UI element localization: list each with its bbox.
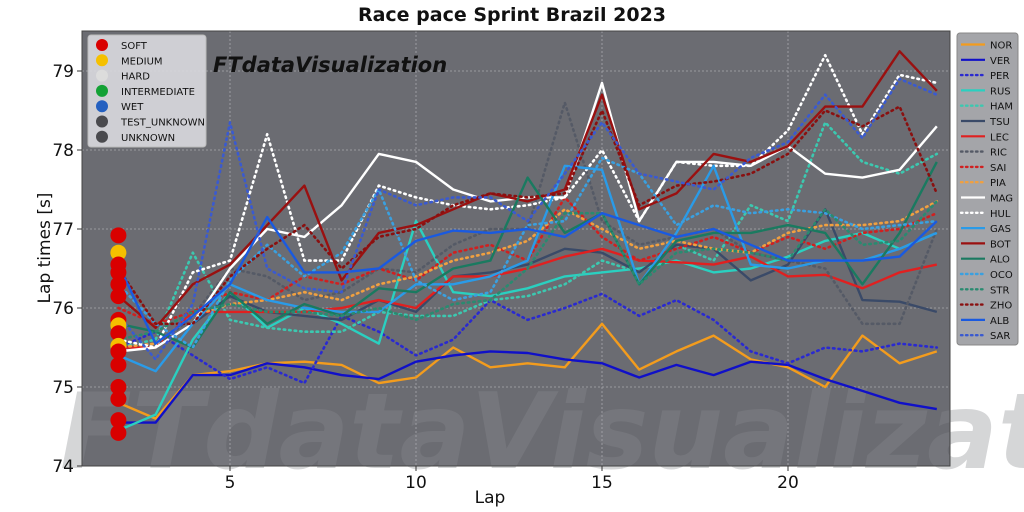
compound-marker-soft (110, 379, 127, 395)
driver-legend-label: NOR (990, 41, 1012, 52)
series-line-alb (117, 211, 938, 345)
y-tick-label: 79 (52, 62, 74, 82)
series-line-per (117, 292, 939, 385)
driver-legend-label: ZHO (990, 301, 1012, 312)
y-tick-label: 75 (52, 378, 74, 398)
driver-legend-label: TSU (989, 117, 1010, 128)
y-tick-label: 77 (52, 220, 74, 240)
y-axis-label: Lap times [s] (35, 193, 55, 304)
compound-marker-soft (110, 424, 127, 441)
compound-marker-soft (110, 227, 127, 244)
series-line-ver (118, 350, 938, 424)
compound-marker-soft (110, 288, 127, 305)
compound-marker-soft (110, 343, 127, 360)
driver-legend-label: SAR (990, 331, 1010, 342)
driver-legend-label: OCO (990, 270, 1013, 281)
series-line-tsu (118, 208, 938, 349)
driver-legend-box (956, 32, 1019, 346)
compound-legend-label: TEST_UNKNOWN (120, 118, 205, 129)
compound-legend: SOFT MEDIUM HARD INTERMEDIATE WET TEST_UNKNOW… (87, 34, 207, 148)
driver-legend: NOR VER PER RUS HAM TSU LEC RIC SAI PIA MAG HUL GAS B… (956, 32, 1019, 346)
driver-legend-label: GAS (990, 224, 1011, 235)
y-tick-label: 78 (52, 141, 74, 161)
series-line-hul (117, 53, 939, 349)
series-line-pia (117, 200, 939, 349)
legend-dot-medium (96, 54, 108, 67)
series-line-ham (117, 121, 939, 349)
legend-dot-wet (96, 100, 108, 113)
legend-dot-soft (96, 39, 108, 51)
y-tick-label: 74 (52, 457, 74, 477)
compound-legend-label: HARD (121, 72, 150, 83)
driver-legend-label: ALB (990, 316, 1009, 327)
chart-title: Race pace Sprint Brazil 2023 (357, 4, 667, 26)
driver-legend-label: HAM (990, 102, 1013, 113)
driver-legend-label: ALO (990, 255, 1010, 266)
compound-marker-soft (110, 325, 127, 342)
x-tick-label: 10 (405, 473, 427, 493)
driver-legend-label: RIC (990, 148, 1007, 159)
legend-dot-test_unknown (96, 115, 108, 128)
compound-legend-label: SOFT (121, 41, 148, 52)
legend-dot-intermediate (96, 84, 108, 97)
driver-legend-label: PER (990, 71, 1009, 82)
compound-marker-soft (110, 412, 127, 429)
watermark: FTdataVisualization (60, 371, 1024, 493)
series-line-alo (118, 161, 938, 349)
x-tick-label: 5 (225, 473, 236, 493)
data-series (117, 50, 939, 432)
driver-legend-label: MAG (990, 194, 1013, 205)
x-axis-label: Lap (475, 488, 506, 508)
driver-legend-label: SAI (990, 163, 1006, 174)
legend-dot-hard (96, 69, 108, 82)
watermark-text: FTdataVisualization (60, 371, 1024, 493)
compound-legend-label: INTERMEDIATE (121, 87, 195, 98)
compound-marker-soft (110, 276, 127, 293)
tyre-compound-markers (110, 227, 127, 441)
driver-legend-label: BOT (990, 239, 1012, 250)
series-line-nor (117, 322, 938, 420)
compound-marker-soft (110, 264, 127, 281)
series-line-oco (117, 156, 939, 349)
compound-legend-label: WET (121, 102, 144, 113)
driver-legend-label: VER (990, 56, 1010, 67)
series-line-zho (117, 105, 939, 326)
series-line-sar (117, 77, 939, 361)
compound-marker-medium (110, 244, 127, 261)
y-tick-label: 76 (52, 299, 74, 319)
series-line-gas (117, 164, 938, 373)
driver-legend-label: STR (990, 285, 1009, 296)
series-line-str (117, 200, 939, 341)
compound-marker-soft (110, 390, 127, 407)
driver-legend-label: RUS (990, 86, 1011, 97)
compound-legend-box (87, 34, 207, 148)
brand-label: FTdataVisualization (213, 53, 447, 77)
compound-marker-soft (110, 356, 127, 373)
legend-dot-unknown (96, 130, 108, 143)
plot-frame (81, 30, 951, 467)
driver-legend-label: LEC (990, 132, 1009, 143)
x-tick-label: 15 (591, 473, 613, 493)
axes: 5 10 15 20 74 75 76 77 78 79 (52, 62, 798, 493)
x-tick-label: 20 (777, 473, 799, 493)
driver-legend-label: PIA (990, 178, 1006, 189)
series-line-rus (117, 219, 938, 432)
driver-legend-label: HUL (990, 209, 1011, 220)
compound-legend-label: MEDIUM (121, 56, 163, 67)
compound-legend-label: UNKNOWN (121, 133, 175, 144)
